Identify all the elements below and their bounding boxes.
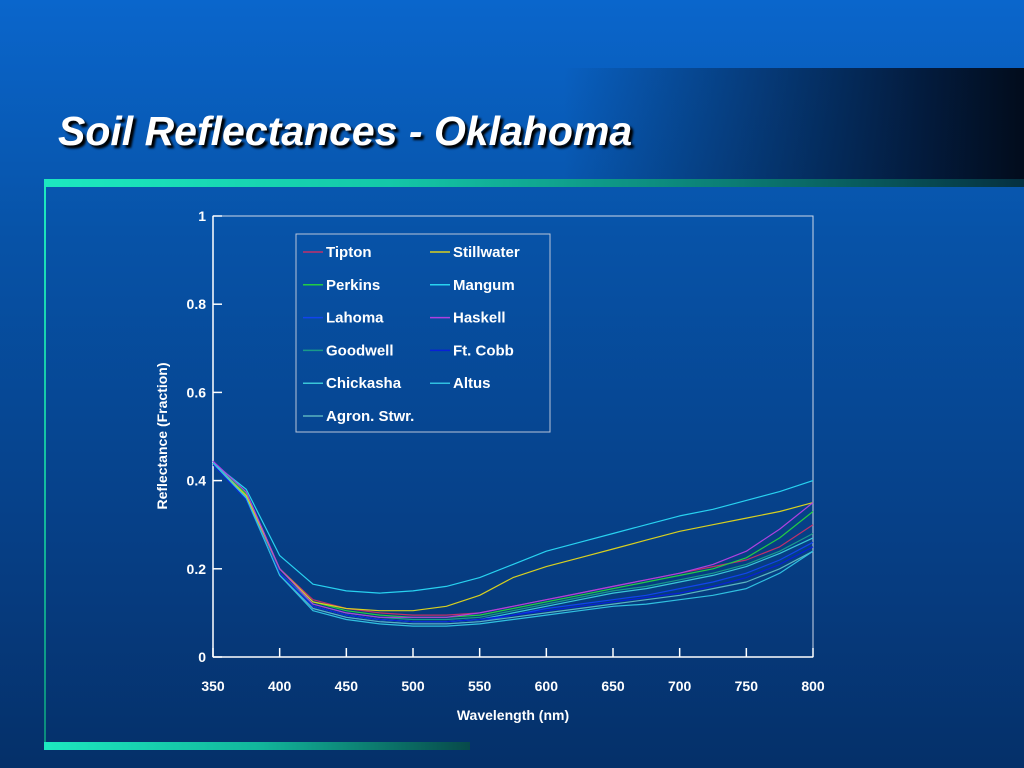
accent-rule-bottom [44,742,470,750]
y-tick-label: 0.8 [187,296,207,312]
x-tick-label: 350 [201,678,225,694]
y-tick-label: 0.6 [187,384,207,400]
legend-label: Mangum [453,277,515,294]
legend-label: Stillwater [453,244,520,261]
series-line-mangum [212,462,814,594]
series-line-altus [212,462,814,627]
legend: Tipton Perkins Lahoma Goodwell Chickasha Agro… [295,233,551,433]
x-tick-label: 800 [801,678,825,694]
x-tick-label: 650 [601,678,625,694]
legend-label: Goodwell [326,342,394,359]
y-tick-label: 0.2 [187,561,207,577]
series-line-stillwater [212,464,814,612]
x-tick-label: 500 [401,678,425,694]
y-axis-label: Reflectance (Fraction) [154,362,170,509]
x-tick-label: 400 [268,678,292,694]
axes: 0 0.2 0.4 0.6 0.8 1 350 400 450 500 550 600 650 700 75… [187,208,825,694]
y-tick-label: 1 [198,208,206,224]
legend-label: Altus [453,375,491,392]
legend-label: Chickasha [326,375,402,392]
title-band [0,68,1024,186]
series-line-agron-stwr- [212,460,814,625]
x-tick-label: 450 [335,678,359,694]
x-tick-label: 550 [468,678,492,694]
x-tick-label: 700 [668,678,692,694]
legend-label: Ft. Cobb [453,342,514,359]
legend-label: Haskell [453,310,506,327]
series-line-haskell [212,460,814,618]
accent-rule-left [44,187,46,743]
legend-label: Lahoma [326,310,384,327]
legend-label: Perkins [326,277,380,294]
x-axis-label: Wavelength (nm) [457,707,569,723]
legend-box [295,233,551,433]
series-lines [212,460,814,627]
x-tick-label: 750 [735,678,759,694]
slide-title: Soil Reflectances - Oklahoma [58,108,633,154]
x-tick-label: 600 [535,678,559,694]
y-tick-label: 0.4 [187,473,207,489]
accent-rule-top [44,179,1024,187]
y-tick-label: 0 [198,649,206,665]
legend-label: Tipton [326,244,372,261]
legend-label: Agron. Stwr. [326,408,414,425]
series-line-ft-cobb [212,464,814,623]
